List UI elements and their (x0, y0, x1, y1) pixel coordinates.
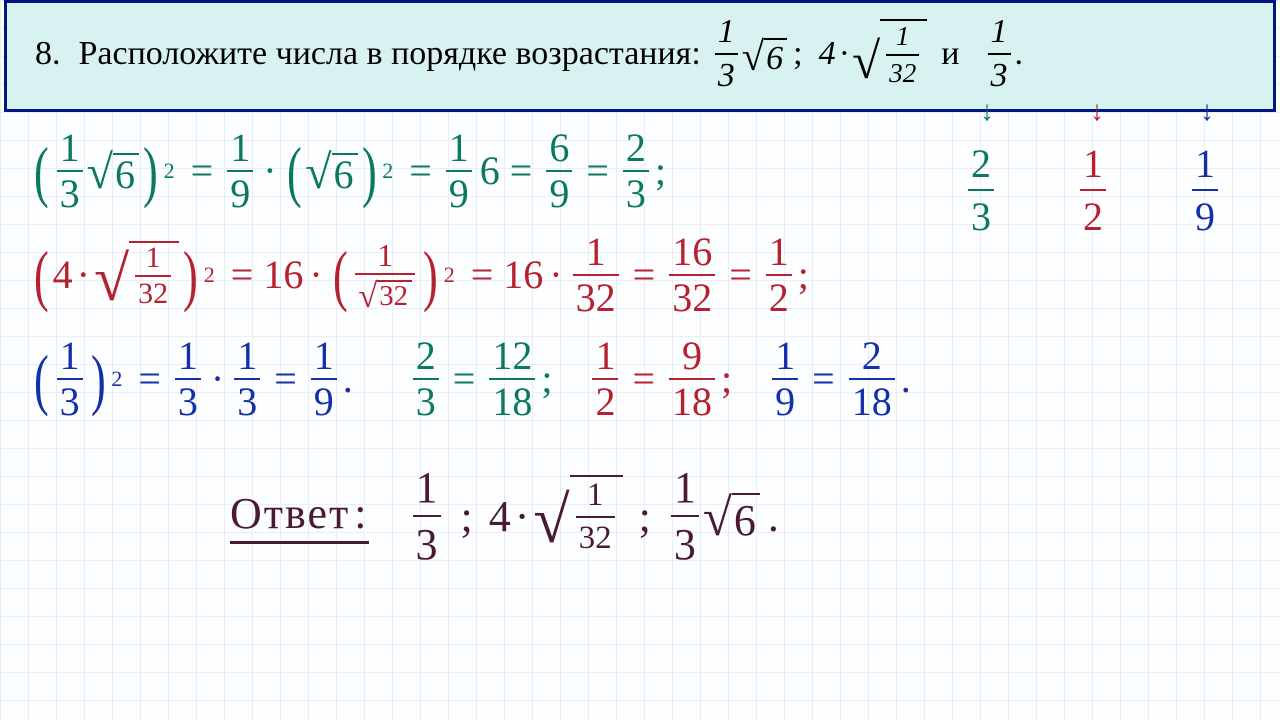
result-3: 19 (1192, 140, 1218, 240)
sep: ; (793, 35, 802, 73)
arrow-1: ↓ (980, 96, 994, 128)
header-expr-2: 4· √ 132 (819, 19, 928, 89)
arrow-3: ↓ (1200, 96, 1214, 128)
sep-and: и (941, 35, 959, 73)
problem-text: Расположите числа в порядке возрастания: (79, 35, 701, 73)
problem-number: 8. (35, 35, 61, 73)
answer-label: Ответ: (230, 488, 369, 544)
arrow-row: ↓ ↓ ↓ (980, 96, 1214, 128)
header-dot: . (1015, 35, 1024, 73)
header-expr-1: 13 √6 (711, 13, 787, 95)
arrow-2: ↓ (1090, 96, 1104, 128)
header-expr-3: 13 (984, 13, 1015, 95)
results-row: 23 12 19 (964, 140, 1222, 240)
line-3: ( 13 )2 = 13 · 13 = 19 . 23 = 1218 ; 12 … (30, 336, 1250, 422)
answer-line: Ответ: 13 ; 4· √ 132 ; 13 √6 . (30, 462, 1250, 570)
line-2: ( 4· √ 132 )2 = 16 · ( 1√32 )2 = 16· 132… (30, 232, 1250, 318)
result-1: 23 (968, 140, 994, 240)
result-2: 12 (1080, 140, 1106, 240)
